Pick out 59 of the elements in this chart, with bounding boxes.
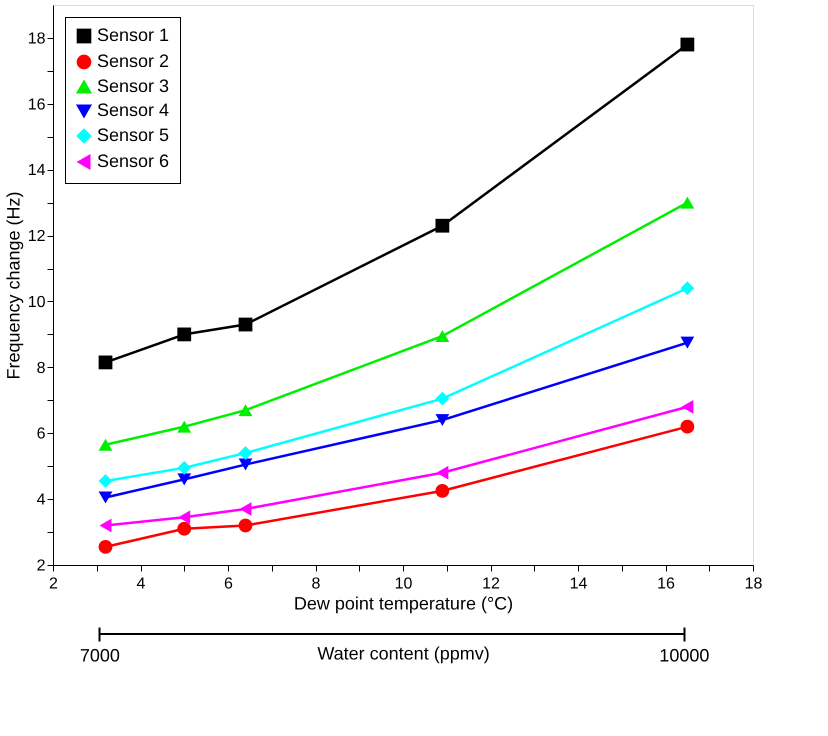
point xyxy=(98,356,112,370)
legend-label: Sensor 4 xyxy=(97,100,170,120)
x-tick-label: 18 xyxy=(744,576,762,592)
x-tick-label: 4 xyxy=(136,576,146,592)
point xyxy=(98,492,112,504)
point xyxy=(98,540,112,554)
x2-axis-title: Water content (ppmv) xyxy=(317,644,490,664)
point xyxy=(100,518,112,532)
y-tick-label: 16 xyxy=(28,96,46,114)
x-tick-label: 14 xyxy=(570,576,588,592)
x-tick-label: 8 xyxy=(312,576,321,592)
point xyxy=(238,458,252,470)
legend-label: Sensor 3 xyxy=(97,76,170,96)
legend-label: Sensor 5 xyxy=(97,125,170,145)
x-tick-label: 12 xyxy=(482,576,500,592)
legend-label: Sensor 1 xyxy=(97,25,170,45)
point xyxy=(177,420,192,433)
point xyxy=(435,218,450,233)
point xyxy=(680,196,694,209)
point xyxy=(435,330,450,342)
point xyxy=(436,466,448,480)
point xyxy=(177,328,192,342)
point xyxy=(238,318,252,332)
point xyxy=(178,510,190,524)
point xyxy=(435,484,450,498)
point xyxy=(681,400,694,414)
legend-label: Sensor 2 xyxy=(97,51,170,71)
point xyxy=(98,438,112,451)
x2-tick-label: 10000 xyxy=(659,646,710,666)
point xyxy=(238,518,252,532)
point xyxy=(680,281,694,296)
x-tick-label: 10 xyxy=(394,576,412,592)
point xyxy=(177,473,192,486)
point xyxy=(680,336,694,349)
y-tick-label: 18 xyxy=(28,30,46,48)
x-tick-label: 6 xyxy=(224,576,234,592)
point xyxy=(680,420,694,434)
point xyxy=(238,446,252,460)
point xyxy=(435,392,450,406)
point xyxy=(435,414,450,426)
y-tick-label: 6 xyxy=(36,426,46,443)
point xyxy=(240,502,252,516)
x2-tick-label: 7000 xyxy=(80,646,120,666)
point xyxy=(238,404,252,416)
x-tick-label: 16 xyxy=(657,576,675,592)
legend-label: Sensor 6 xyxy=(97,151,170,171)
y-tick-label: 8 xyxy=(36,360,46,377)
point xyxy=(680,38,694,52)
point xyxy=(98,474,112,488)
y-tick-label: 12 xyxy=(28,228,46,246)
point xyxy=(177,522,192,536)
y-axis-title: Frequency change (Hz) xyxy=(4,191,24,380)
x-axis-title: Dew point temperature (°C) xyxy=(294,594,514,614)
y-tick-label: 4 xyxy=(36,492,46,509)
y-tick-label: 14 xyxy=(28,162,46,180)
x-tick-label: 2 xyxy=(49,576,58,592)
y-tick-label: 2 xyxy=(36,558,46,574)
point xyxy=(177,460,192,475)
y-tick-label: 10 xyxy=(28,294,46,311)
